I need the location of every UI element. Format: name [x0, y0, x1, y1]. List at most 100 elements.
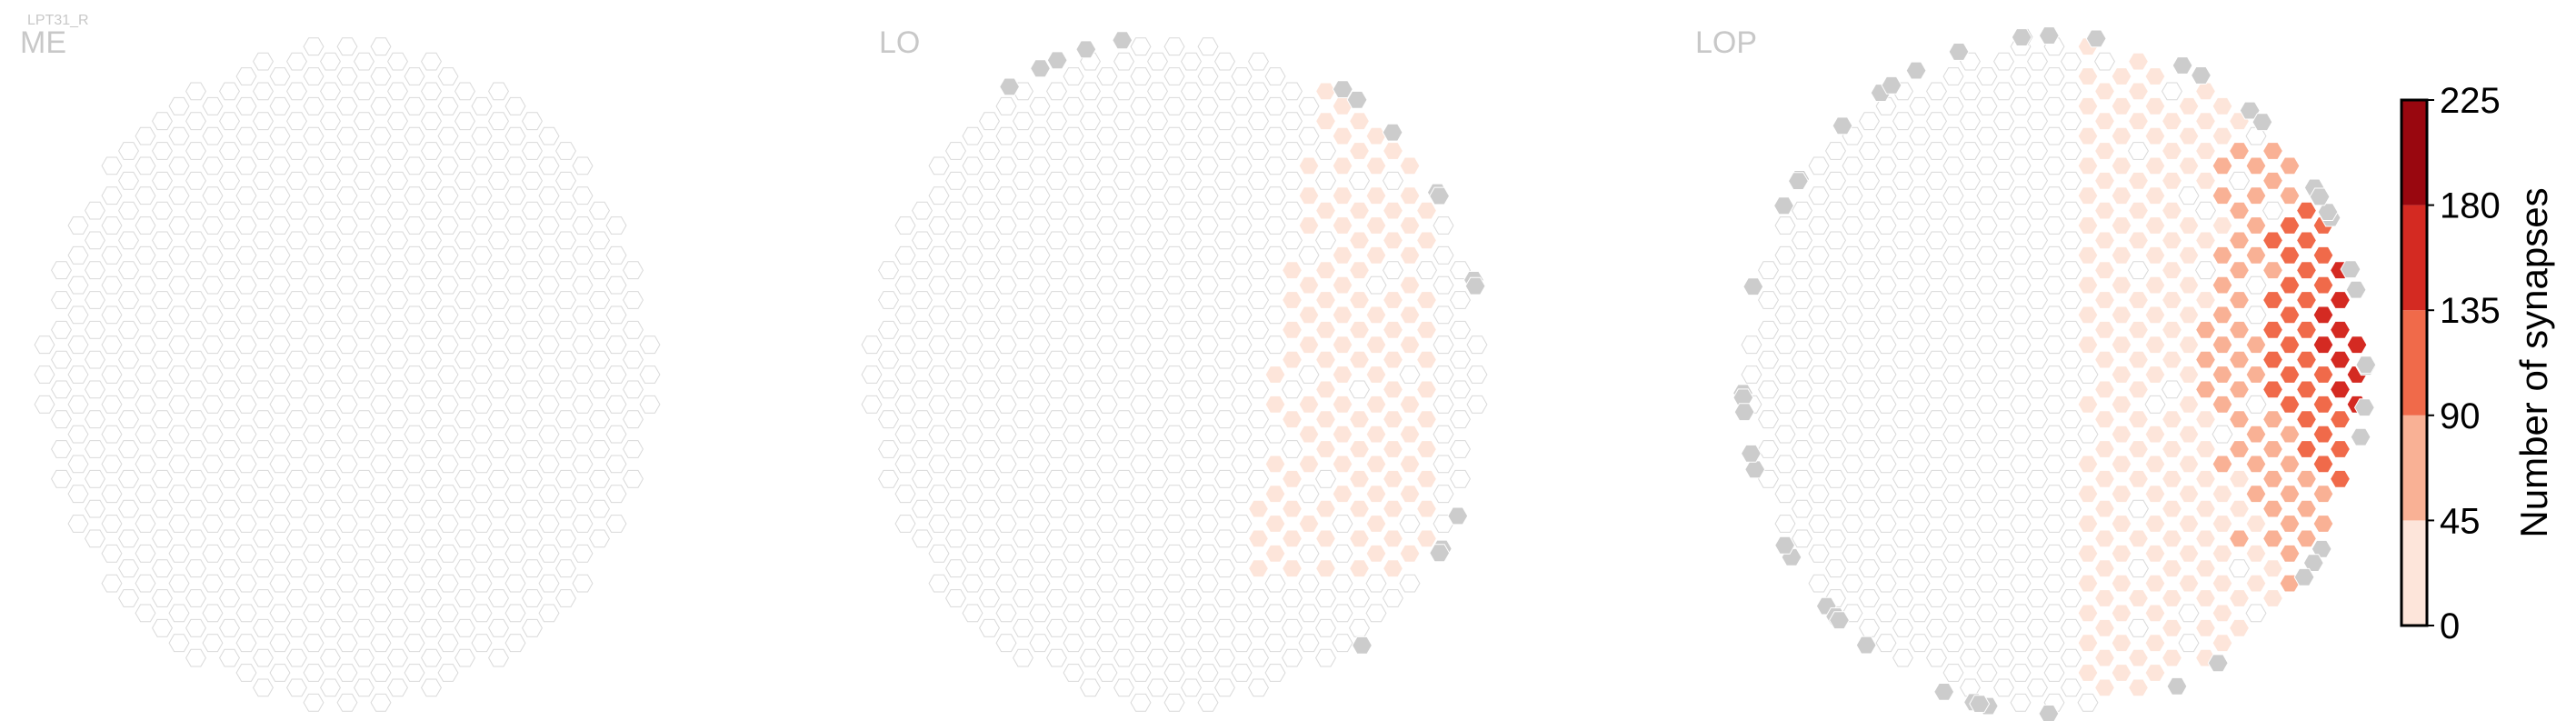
- hex-cell: [979, 499, 1000, 518]
- hex-cell: [2010, 126, 2032, 145]
- hex-cell: [1926, 291, 1947, 309]
- hex-cell: [979, 410, 1000, 429]
- hex-cell: [1231, 515, 1253, 533]
- hex-cell: [2162, 112, 2182, 131]
- hex-cell: [2212, 604, 2233, 623]
- hex-cell: [1080, 469, 1101, 488]
- hex-cell: [2178, 455, 2200, 474]
- hex-cell: [1163, 37, 1185, 56]
- hex-cell: [2195, 112, 2216, 131]
- hex-cell: [2128, 350, 2149, 369]
- hex-cell: [1315, 618, 1336, 637]
- hex-cell: [1842, 515, 1863, 533]
- hex-cell: [235, 366, 257, 384]
- hex-cell: [1013, 469, 1033, 488]
- hex-cell: [605, 485, 627, 504]
- hex-cell: [387, 469, 408, 488]
- hex-cell: [2279, 395, 2301, 414]
- hex-cell: [2178, 425, 2200, 444]
- hex-cell: [1264, 366, 1286, 384]
- hex-cell: [235, 245, 257, 265]
- hex-cell: [1315, 559, 1336, 578]
- hex-cell: [354, 648, 374, 667]
- hex-cell: [1147, 350, 1168, 369]
- hex-cell: [1758, 380, 1779, 399]
- hex-cell: [269, 335, 291, 355]
- hex-cell: [488, 529, 509, 548]
- hex-cell-no-data: [1346, 90, 1368, 109]
- hex-cell: [2027, 112, 2048, 131]
- hex-cell: [1892, 201, 1913, 220]
- hex-cell: [1282, 291, 1303, 309]
- hex-cell: [1942, 485, 1964, 504]
- hex-cell: [1892, 410, 1913, 429]
- hex-cell: [286, 469, 307, 488]
- hex-cell: [1013, 320, 1033, 339]
- hex-cell: [454, 231, 475, 250]
- hex-cell: [1808, 395, 1830, 414]
- hex-cell: [370, 485, 392, 504]
- hex-cell: [1960, 589, 1981, 607]
- hex-cell: [1365, 425, 1387, 444]
- hex-cell: [1096, 186, 1118, 205]
- hex-cell: [67, 335, 89, 355]
- hex-cell: [995, 395, 1017, 414]
- hex-cell: [370, 37, 392, 56]
- hex-cell: [945, 469, 966, 488]
- hex-cell: [2296, 261, 2317, 280]
- hex-cell: [354, 142, 374, 160]
- hex-cell: [1433, 245, 1454, 265]
- hex-cell: [1063, 485, 1084, 504]
- hex-cell: [2245, 515, 2267, 533]
- hex-cell: [1332, 515, 1353, 533]
- hex-cell: [928, 186, 950, 205]
- hex-cell: [1231, 485, 1253, 504]
- hex-cell: [1163, 126, 1185, 145]
- hex-cell: [1130, 515, 1152, 533]
- hex-cell: [2027, 469, 2048, 488]
- hex-cell: [1909, 96, 1931, 115]
- hex-cell: [1298, 305, 1320, 325]
- hex-cell: [1080, 499, 1101, 518]
- hex-cell: [1046, 171, 1067, 190]
- hex-cell: [2027, 82, 2048, 101]
- hex-cell: [945, 231, 966, 250]
- hex-cell: [962, 305, 983, 325]
- hex-cell: [219, 82, 240, 101]
- hex-cell: [2330, 291, 2351, 309]
- hex-cell: [962, 275, 983, 295]
- hex-cell: [2212, 425, 2233, 444]
- hex-cell: [219, 589, 240, 607]
- hex-cell: [1197, 544, 1219, 563]
- hex-cell: [253, 410, 274, 429]
- hex-cell: [2279, 515, 2301, 533]
- hex-cell: [1181, 231, 1202, 250]
- hex-cell: [2162, 82, 2182, 101]
- hex-cell: [1399, 515, 1421, 533]
- hex-cell: [1113, 291, 1134, 309]
- hex-cell: [1875, 395, 1897, 414]
- hex-cell: [1926, 201, 1947, 220]
- hex-cell: [1214, 261, 1235, 280]
- hex-cell: [1214, 52, 1235, 71]
- hex-cell: [1264, 216, 1286, 235]
- hex-cell: [1416, 201, 1437, 220]
- hex-cell: [2229, 320, 2250, 339]
- hex-cell: [2144, 574, 2166, 593]
- hex-cell: [488, 142, 509, 160]
- hex-cell: [303, 395, 324, 414]
- hex-cell: [2094, 529, 2115, 548]
- hex-cell: [1029, 216, 1051, 235]
- hex-cell: [235, 604, 257, 623]
- hex-cell: [2279, 425, 2301, 444]
- hex-cell: [2128, 112, 2149, 131]
- hex-cell: [1046, 648, 1067, 667]
- hex-cell: [522, 589, 543, 607]
- hex-cell: [572, 366, 594, 384]
- hex-cell: [2262, 320, 2283, 339]
- hex-cell: [404, 544, 425, 563]
- hex-cell: [370, 335, 392, 355]
- hex-cell: [1383, 410, 1403, 429]
- hex-cell: [1214, 350, 1235, 369]
- hex-cell: [945, 261, 966, 280]
